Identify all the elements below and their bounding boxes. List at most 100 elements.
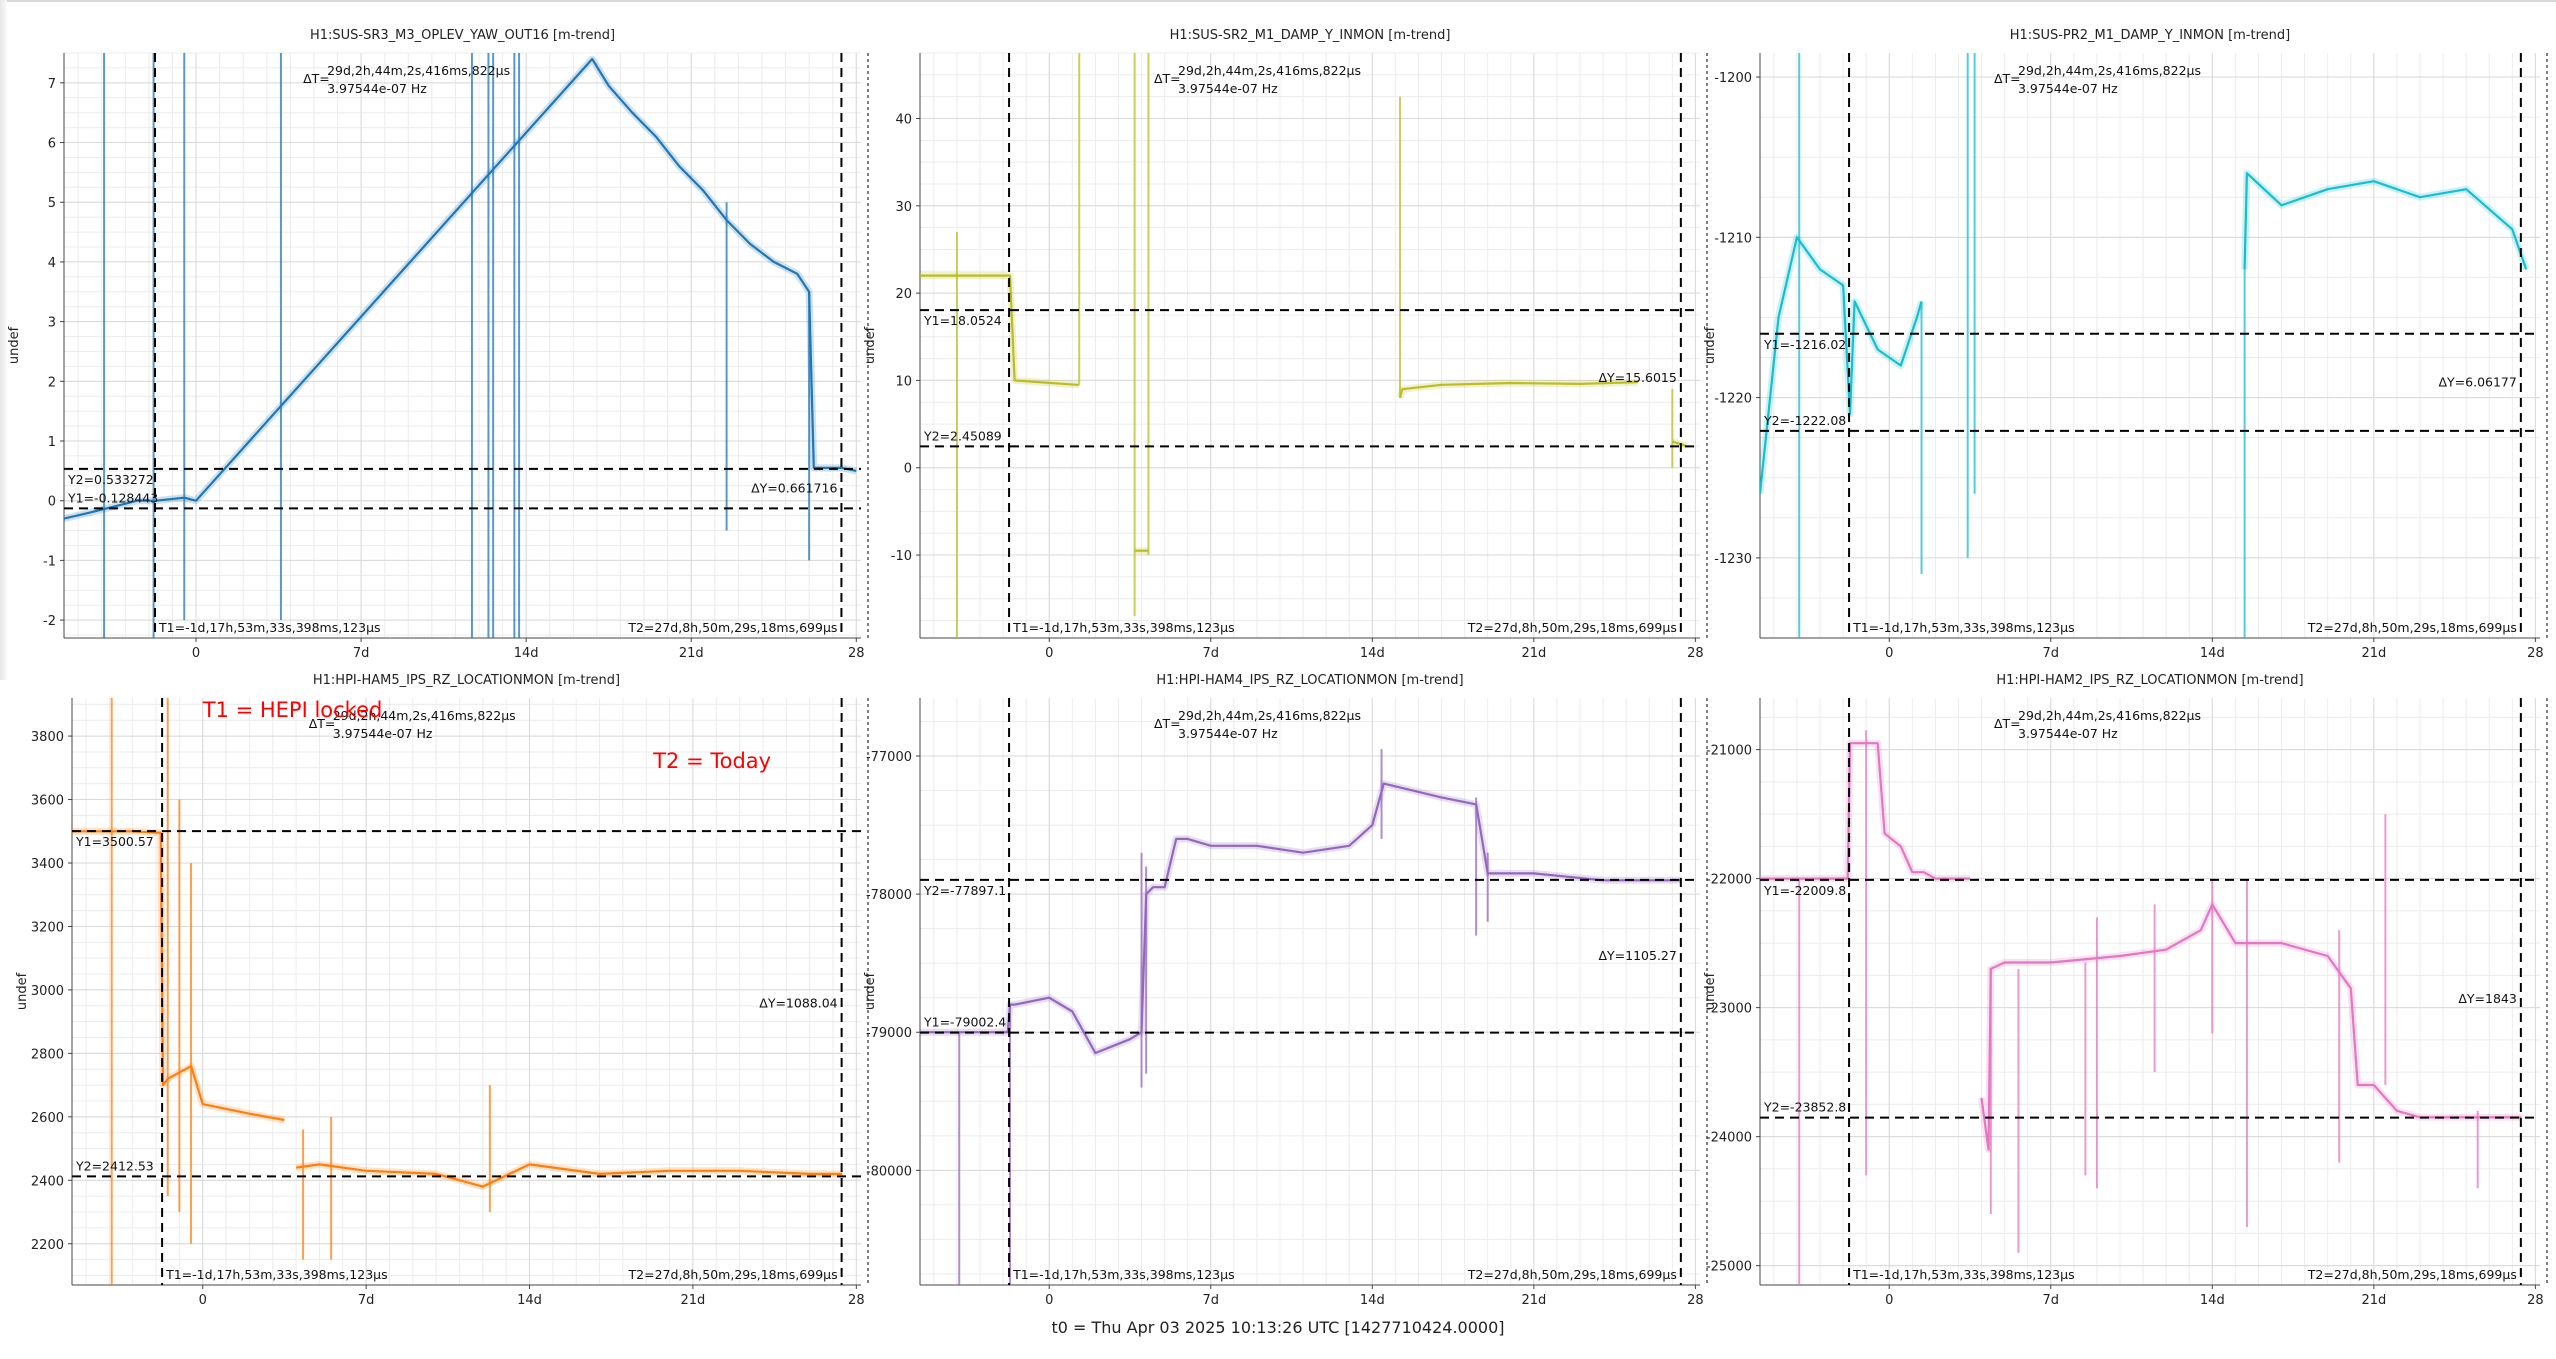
cursor-t2-label: T2=27d,8h,50m,29s,18ms,699µs bbox=[1467, 620, 1677, 635]
cursor-y1-label: Y1=18.0524 bbox=[923, 313, 1002, 328]
y-axis-label: undef bbox=[1703, 972, 1718, 1010]
series-line bbox=[1980, 903, 2522, 1151]
y-tick-label: -23000 bbox=[1706, 1002, 1752, 1017]
y-tick-label: 40 bbox=[895, 112, 912, 127]
y-tick-label: -10 bbox=[891, 549, 912, 564]
cursor-y2-label: Y2=-77897.1 bbox=[923, 883, 1006, 898]
cursor-frequency-label: 3.97544e-07 Hz bbox=[1178, 81, 1278, 96]
y-tick-label: 7 bbox=[48, 77, 56, 92]
cursor-delta-y-label: ΔY=1843 bbox=[2458, 991, 2516, 1006]
chart-panel-6: -25000 -24000 -23000 -22000 -21000 0 7d 14d 21d 2… bbox=[1703, 673, 2548, 1308]
y-tick-label: 0 bbox=[904, 462, 912, 477]
series-line bbox=[72, 830, 285, 1122]
x-tick-label: 7d bbox=[1203, 646, 1220, 661]
cursor-t1-label: T1=-1d,17h,53m,33s,398ms,123µs bbox=[1012, 620, 1235, 635]
data-layer bbox=[64, 53, 858, 638]
cursor-frequency-label: 3.97544e-07 Hz bbox=[2018, 81, 2118, 96]
cursor-delta-t-prefix: ΔT= bbox=[303, 71, 330, 86]
chart-panel-1: -2 -1 0 1 2 3 4 5 6 7 0 7d 14d 21d 28 H1:SUS-SR3_M3_OPL… bbox=[7, 28, 869, 661]
series-line bbox=[1398, 381, 1638, 399]
cursor-delta-t-prefix: ΔT= bbox=[309, 716, 336, 731]
series-line bbox=[64, 57, 857, 520]
x-tick-label: 14d bbox=[517, 1293, 542, 1308]
x-tick-label: 0 bbox=[192, 646, 200, 661]
y-tick-label: 2400 bbox=[31, 1174, 64, 1189]
y-tick-label: -24000 bbox=[1706, 1131, 1752, 1146]
chart-panel-3: -1230 -1220 -1210 -1200 0 7d 14d 21d 28 H1:SUS-PR… bbox=[1703, 28, 2548, 661]
cursor-frequency-label: 3.97544e-07 Hz bbox=[1178, 726, 1278, 741]
x-tick-label: 14d bbox=[1360, 646, 1385, 661]
plot-area bbox=[920, 698, 1700, 1285]
cursor-t2-label: T2=27d,8h,50m,29s,18ms,699µs bbox=[1467, 1267, 1677, 1282]
x-tick-label: 0 bbox=[1885, 646, 1893, 661]
y-tick-label: -77000 bbox=[866, 750, 912, 765]
y-tick-label: 30 bbox=[895, 200, 912, 215]
chart-panel-5: -80000 -79000 -78000 -77000 0 7d 14d 21d 28 H1:HP… bbox=[863, 673, 1708, 1308]
y-tick-label: 20 bbox=[895, 287, 912, 302]
x-tick-label: 0 bbox=[199, 1293, 207, 1308]
cursor-y2-label: Y2=0.533272 bbox=[67, 472, 154, 487]
y-axis-label: undef bbox=[1703, 326, 1718, 364]
x-tick-label: 0 bbox=[1885, 1293, 1893, 1308]
chart-title: H1:SUS-PR2_M1_DAMP_Y_INMON [m-trend] bbox=[2010, 28, 2290, 43]
cursor-delta-t-label: 29d,2h,44m,2s,416ms,822µs bbox=[1178, 708, 1361, 723]
plot-area bbox=[64, 53, 861, 638]
x-tick-label: 28 bbox=[2527, 646, 2544, 661]
y-tick-label: -1230 bbox=[1714, 552, 1752, 567]
cursor-delta-y-label: ΔY=1088.04 bbox=[759, 996, 837, 1011]
x-tick-label: 21d bbox=[2361, 1293, 2386, 1308]
cursor-t2-label: T2=27d,8h,50m,29s,18ms,699µs bbox=[2307, 1267, 2517, 1282]
cursor-delta-t-label: 29d,2h,44m,2s,416ms,822µs bbox=[333, 708, 516, 723]
y-tick-label: 3000 bbox=[31, 984, 64, 999]
y-tick-label: 4 bbox=[48, 256, 56, 271]
cursor-y1-label: Y1=-79002.4 bbox=[923, 1015, 1006, 1030]
x-tick-label: 14d bbox=[514, 646, 539, 661]
x-tick-label: 21d bbox=[2361, 646, 2386, 661]
cursor-t1-label: T1=-1d,17h,53m,33s,398ms,123µs bbox=[1852, 620, 2075, 635]
data-layer bbox=[72, 698, 843, 1285]
cursor-delta-y-label: ΔY=15.6015 bbox=[1598, 370, 1676, 385]
x-tick-label: 21d bbox=[1521, 646, 1546, 661]
chart-title: H1:SUS-SR2_M1_DAMP_Y_INMON [m-trend] bbox=[1170, 28, 1451, 43]
series-line bbox=[1760, 742, 1970, 880]
x-tick-label: 0 bbox=[1045, 646, 1053, 661]
annotation-text: T1 = HEPI locked bbox=[202, 698, 383, 722]
cursor-t1-label: T1=-1d,17h,53m,33s,398ms,123µs bbox=[1852, 1267, 2075, 1282]
chart-title: H1:HPI-HAM5_IPS_RZ_LOCATIONMON [m-trend] bbox=[313, 673, 620, 688]
window-left-edge bbox=[0, 0, 7, 680]
y-tick-label: 6 bbox=[48, 137, 56, 152]
t0-reference-label: t0 = Thu Apr 03 2025 10:13:26 UTC [14277… bbox=[1051, 1318, 1505, 1337]
cursor-delta-y-label: ΔY=1105.27 bbox=[1598, 948, 1676, 963]
chart-title: H1:HPI-HAM2_IPS_RZ_LOCATIONMON [m-trend] bbox=[1996, 673, 2303, 688]
chart-panel-4: 2200 2400 2600 2800 3000 3200 3400 3600 3800 0 7d 1… bbox=[15, 673, 869, 1308]
cursor-delta-y-label: ΔY=0.661716 bbox=[751, 481, 837, 496]
cursor-delta-t-prefix: ΔT= bbox=[1154, 71, 1181, 86]
x-tick-label: 21d bbox=[679, 646, 704, 661]
chart-title: H1:HPI-HAM4_IPS_RZ_LOCATIONMON [m-trend] bbox=[1156, 673, 1463, 688]
cursor-y2-label: Y2=2.45089 bbox=[923, 428, 1002, 443]
x-tick-label: 28 bbox=[2527, 1293, 2544, 1308]
y-tick-label: 10 bbox=[895, 374, 912, 389]
x-tick-label: 7d bbox=[1203, 1293, 1220, 1308]
cursor-frequency-label: 3.97544e-07 Hz bbox=[2018, 726, 2118, 741]
y-tick-label: 0 bbox=[48, 495, 56, 510]
cursor-y2-label: Y2=-1222.08 bbox=[1763, 413, 1846, 428]
x-tick-label: 7d bbox=[2043, 1293, 2060, 1308]
cursor-delta-t-label: 29d,2h,44m,2s,416ms,822µs bbox=[1178, 63, 1361, 78]
y-axis-label: undef bbox=[863, 972, 878, 1010]
y-tick-label: 5 bbox=[48, 196, 56, 211]
y-tick-label: 2600 bbox=[31, 1111, 64, 1126]
cursor-delta-t-prefix: ΔT= bbox=[1994, 716, 2021, 731]
x-tick-label: 0 bbox=[1045, 1293, 1053, 1308]
data-layer bbox=[920, 749, 1682, 1285]
y-tick-label: -25000 bbox=[1706, 1260, 1752, 1275]
annotation-text: T2 = Today bbox=[652, 749, 771, 773]
data-layer bbox=[920, 53, 1688, 638]
cursor-t1-label: T1=-1d,17h,53m,33s,398ms,123µs bbox=[1012, 1267, 1235, 1282]
cursor-y2-label: Y2=-23852.8 bbox=[1763, 1100, 1846, 1115]
y-tick-label: 3800 bbox=[31, 730, 64, 745]
cursor-frequency-label: 3.97544e-07 Hz bbox=[327, 81, 427, 96]
y-tick-label: -79000 bbox=[866, 1026, 912, 1041]
